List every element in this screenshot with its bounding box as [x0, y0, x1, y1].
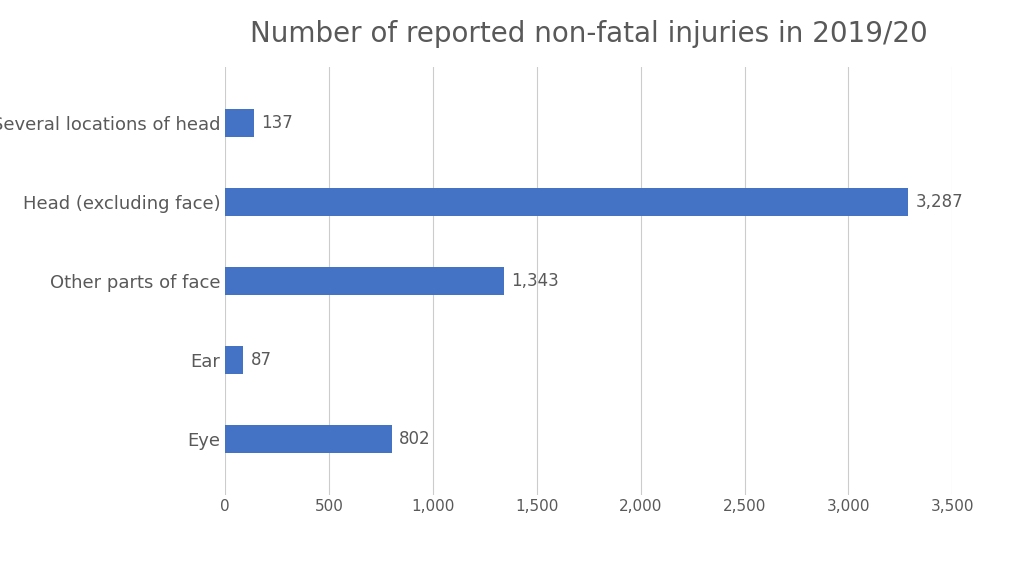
Bar [225, 425, 392, 453]
Bar [225, 188, 908, 216]
Text: 3,287: 3,287 [915, 193, 963, 211]
Text: 802: 802 [399, 430, 431, 448]
Title: Number of reported non-fatal injuries in 2019/20: Number of reported non-fatal injuries in… [250, 20, 928, 48]
Text: 1,343: 1,343 [512, 272, 559, 290]
Bar [225, 109, 254, 137]
Bar [225, 346, 244, 374]
Bar [225, 267, 504, 295]
Text: 137: 137 [261, 114, 293, 132]
Text: 87: 87 [251, 351, 271, 369]
